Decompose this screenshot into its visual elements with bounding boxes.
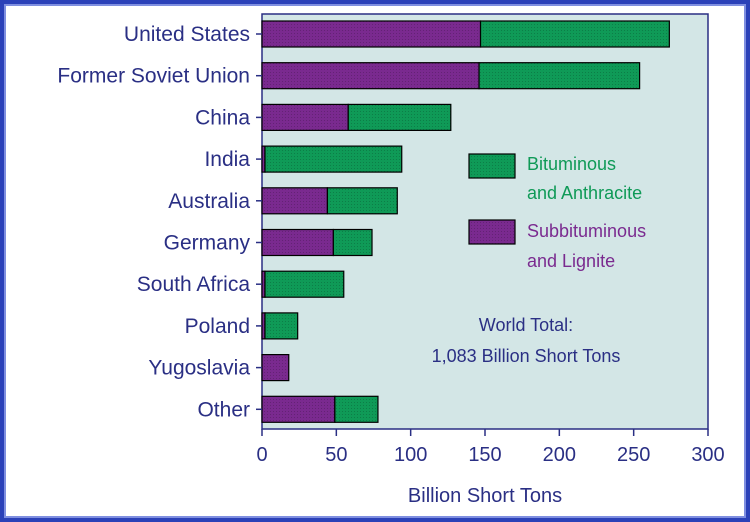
bar-texture-subbituminous-3 (262, 146, 265, 173)
category-label-0: United States (124, 23, 250, 46)
annotation-line2: 1,083 Billion Short Tons (432, 346, 621, 366)
bar-texture-subbituminous-2 (262, 104, 349, 131)
category-label-8: Yugoslavia (148, 357, 250, 380)
legend-swatch-subbituminous-texture (469, 220, 515, 244)
bar-texture-bituminous-7 (264, 312, 298, 339)
x-tick-label-2: 100 (394, 444, 427, 466)
category-label-7: Poland (185, 315, 250, 338)
annotation-line1: World Total: (479, 315, 573, 335)
bar-texture-subbituminous-8 (262, 354, 289, 381)
bar-texture-bituminous-4 (327, 187, 398, 214)
bar-texture-bituminous-6 (264, 271, 344, 298)
category-label-1: Former Soviet Union (57, 65, 250, 88)
bars-group (261, 20, 670, 423)
category-labels: United States Former Soviet Union China Ind… (57, 23, 262, 421)
world-total-annotation: World Total: 1,083 Billion Short Tons (432, 315, 621, 366)
bar-texture-subbituminous-6 (262, 271, 265, 298)
bar-texture-bituminous-9 (334, 396, 378, 423)
bar-texture-bituminous-5 (333, 229, 373, 256)
x-tick-label-5: 250 (617, 444, 650, 466)
category-label-5: Germany (164, 232, 251, 255)
bar-texture-bituminous-0 (480, 21, 670, 47)
x-axis-ticks: 0 50 100 150 200 250 300 (256, 429, 725, 466)
legend-label-subbituminous-line1: Subbituminous (527, 221, 646, 241)
bar-texture-subbituminous-7 (262, 312, 265, 339)
x-tick-label-0: 0 (256, 444, 267, 466)
category-label-4: Australia (168, 190, 250, 213)
x-tick-label-6: 300 (691, 444, 724, 466)
bar-texture-subbituminous-1 (262, 62, 480, 89)
bar-texture-subbituminous-5 (262, 229, 334, 256)
bar-texture-subbituminous-0 (262, 21, 481, 47)
legend-label-bituminous-line1: Bituminous (527, 154, 616, 174)
bar-texture-bituminous-2 (348, 104, 451, 131)
x-axis-label: Billion Short Tons (408, 485, 562, 507)
legend-label-subbituminous-line2: and Lignite (527, 251, 615, 271)
legend-swatch-bituminous-texture (469, 154, 515, 178)
x-tick-label-4: 200 (543, 444, 576, 466)
category-label-2: China (195, 106, 250, 129)
legend-label-bituminous-line2: and Anthracite (527, 183, 642, 203)
x-tick-label-3: 150 (468, 444, 501, 466)
category-label-9: Other (197, 398, 250, 421)
legend: Bituminous and Anthracite Subbituminous … (468, 153, 646, 271)
category-label-3: India (204, 148, 250, 171)
category-label-6: South Africa (137, 273, 251, 296)
x-tick-label-1: 50 (325, 444, 347, 466)
bar-texture-subbituminous-4 (262, 187, 328, 214)
bar-texture-bituminous-1 (479, 62, 640, 89)
bar-texture-subbituminous-9 (262, 396, 335, 423)
bar-texture-bituminous-3 (264, 146, 402, 173)
